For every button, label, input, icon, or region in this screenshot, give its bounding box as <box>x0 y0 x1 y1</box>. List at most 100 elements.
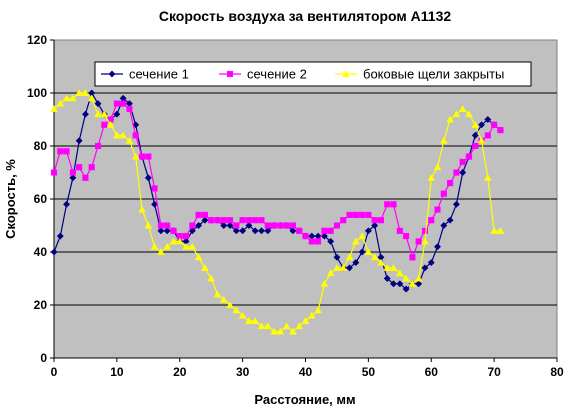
data-point <box>125 136 134 144</box>
data-point <box>238 311 247 319</box>
data-point <box>220 221 228 230</box>
data-point <box>150 242 159 250</box>
data-point <box>496 226 505 234</box>
data-point <box>182 242 190 250</box>
data-point <box>402 274 410 282</box>
data-point <box>257 227 266 235</box>
data-point <box>365 211 372 218</box>
data-point <box>307 311 316 319</box>
data-point <box>258 217 265 224</box>
data-point <box>421 227 429 234</box>
data-point <box>69 174 77 182</box>
data-point <box>220 217 227 224</box>
data-point <box>415 280 423 288</box>
data-point <box>352 211 359 218</box>
data-point <box>453 169 460 176</box>
data-point <box>282 322 291 330</box>
data-point <box>208 217 215 224</box>
legend-entry: сечение 2 <box>219 67 307 82</box>
data-point <box>232 227 240 235</box>
data-point <box>239 227 247 235</box>
data-point <box>327 237 335 245</box>
data-point <box>56 232 64 240</box>
data-point <box>81 110 89 118</box>
data-point <box>251 227 259 235</box>
data-point <box>472 142 479 150</box>
x-tick-label: 20 <box>173 365 187 379</box>
x-tick-label: 50 <box>362 365 376 379</box>
data-point <box>459 168 467 177</box>
data-point <box>484 132 491 139</box>
data-point <box>377 217 384 224</box>
data-point <box>351 237 360 245</box>
data-point <box>57 148 64 155</box>
series-group <box>50 89 505 335</box>
data-point <box>408 279 417 287</box>
data-point <box>226 221 234 230</box>
data-point <box>264 222 271 229</box>
data-point <box>157 222 164 229</box>
data-point <box>219 295 228 303</box>
data-point <box>371 217 378 224</box>
data-point <box>69 94 77 102</box>
data-point <box>82 174 89 181</box>
x-tick-label: 10 <box>110 365 124 379</box>
data-point <box>302 233 309 240</box>
data-point <box>364 227 372 235</box>
y-tick-label: 100 <box>27 86 47 100</box>
data-point <box>491 121 498 128</box>
data-point <box>50 104 58 112</box>
legend-marker <box>108 70 116 78</box>
data-point <box>227 217 234 224</box>
data-point <box>88 164 95 171</box>
data-point <box>113 100 120 107</box>
data-point <box>389 263 398 271</box>
data-point <box>151 185 158 192</box>
data-point <box>233 222 240 229</box>
x-tick-label: 60 <box>425 365 439 379</box>
data-point <box>396 227 403 234</box>
data-point <box>175 237 184 245</box>
data-point <box>138 153 146 160</box>
data-point <box>333 263 341 271</box>
data-point <box>263 322 272 330</box>
data-point <box>195 221 203 230</box>
axes: 0 20 40 60 80 100 120 0 10 20 30 40 50 60 70 80 <box>27 33 564 379</box>
data-point <box>452 110 461 118</box>
data-point <box>440 221 448 230</box>
data-point <box>427 259 435 267</box>
data-point <box>390 201 397 208</box>
data-point <box>81 89 90 96</box>
data-point <box>484 173 492 181</box>
data-point <box>126 105 133 112</box>
data-point <box>245 221 253 230</box>
data-point <box>100 110 109 118</box>
data-point <box>447 180 454 187</box>
data-point <box>213 290 222 298</box>
data-point <box>163 227 171 235</box>
data-point <box>87 94 96 102</box>
data-point <box>396 280 404 288</box>
legend: сечение 1 сечение 2 боковые щели закрыты <box>94 61 532 87</box>
data-point <box>145 153 152 160</box>
data-point <box>144 221 153 229</box>
data-point <box>120 100 127 107</box>
data-point <box>415 238 422 245</box>
legend-label: боковые щели закрыты <box>363 67 504 82</box>
data-point <box>377 258 385 266</box>
data-point <box>226 301 234 308</box>
data-point <box>245 316 253 324</box>
data-point <box>289 227 297 235</box>
data-point <box>157 248 165 255</box>
data-point <box>471 131 479 139</box>
data-point <box>252 217 259 224</box>
data-point <box>188 242 197 250</box>
data-point <box>370 253 379 261</box>
data-point <box>383 274 391 283</box>
data-point <box>182 233 190 240</box>
data-point <box>276 327 285 335</box>
y-tick-label: 0 <box>40 351 47 365</box>
data-point <box>458 104 467 112</box>
data-point <box>465 110 473 118</box>
